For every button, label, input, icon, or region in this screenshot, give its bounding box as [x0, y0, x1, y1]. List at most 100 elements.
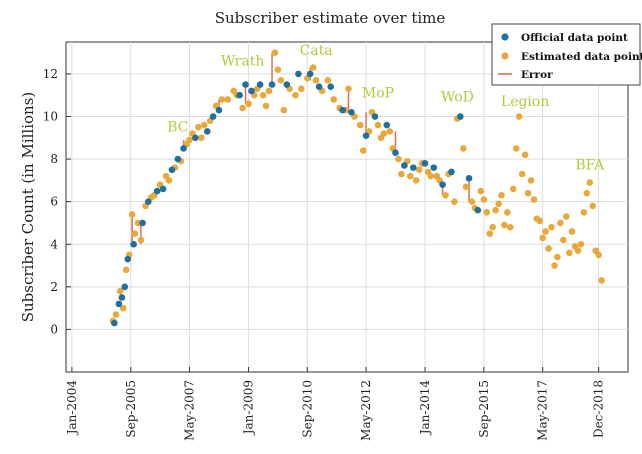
estimated-data-point: [309, 64, 317, 71]
estimated-data-point: [415, 166, 423, 174]
estimated-data-point: [557, 219, 564, 227]
y-tick-label: 8: [50, 152, 58, 166]
estimated-data-point: [495, 200, 502, 208]
official-data-point: [327, 83, 335, 91]
official-data-point: [153, 187, 161, 195]
x-tick-label: Sep-2015: [477, 380, 491, 438]
y-axis-ticks: 0 2 4 6 8 10 12: [43, 67, 71, 336]
official-data-point: [392, 149, 399, 157]
official-data-point: [283, 81, 291, 88]
estimated-data-point: [356, 121, 364, 129]
estimated-data-point: [486, 230, 494, 237]
official-data-point: [457, 113, 464, 120]
era-label: Cata: [300, 43, 333, 59]
estimated-data-point: [380, 130, 388, 137]
x-axis-ticks: Jan-2004 Sep-2005 May-2007 Jan-2009 Sep-2010…: [65, 367, 606, 441]
estimated-data-point: [406, 172, 414, 180]
legend-box: [491, 23, 641, 86]
estimated-data-point: [539, 234, 546, 242]
estimated-data-point: [477, 187, 485, 195]
estimated-data-point: [460, 145, 467, 152]
official-data-point: [215, 106, 223, 114]
official-data-point: [465, 174, 473, 182]
estimated-data-point: [501, 221, 508, 229]
official-data-point: [159, 185, 167, 193]
chart-title: Subscriber estimate over time: [215, 9, 446, 27]
official-data-point: [192, 134, 199, 142]
estimated-data-point: [498, 191, 505, 199]
official-data-point: [474, 206, 482, 214]
estimated-data-point: [274, 66, 282, 73]
estimated-data-point: [119, 304, 127, 312]
estimated-data-point: [462, 183, 470, 191]
y-axis-label: Subscriber Count (in Millions): [19, 92, 37, 323]
official-data-point: [168, 166, 176, 174]
estimated-data-point: [359, 147, 367, 154]
era-label: WoD: [441, 90, 474, 106]
official-data-point: [339, 106, 346, 114]
official-data-point: [203, 128, 211, 135]
estimated-data-point: [512, 145, 520, 152]
estimated-data-point: [483, 209, 491, 216]
official-data-point: [242, 81, 249, 88]
official-data-point: [144, 198, 152, 205]
official-data-point: [348, 108, 355, 116]
era-annotations: BC Wrath Cata MoP WoD Legion BFA: [167, 43, 605, 174]
estimated-data-point: [324, 77, 332, 84]
estimated-data-point: [577, 240, 585, 248]
estimated-data-point: [480, 196, 488, 203]
estimated-data-point: [265, 87, 273, 95]
official-data-point: [139, 219, 146, 227]
official-data-point: [248, 87, 255, 95]
estimated-data-point: [128, 211, 136, 218]
estimated-data-point: [536, 217, 544, 225]
y-tick-label: 2: [50, 280, 58, 294]
estimated-data-point: [239, 104, 246, 112]
x-tick-label: Sep-2010: [300, 380, 314, 438]
estimated-data-point: [589, 202, 597, 210]
estimated-data-point: [122, 266, 130, 274]
estimated-data-point: [134, 219, 142, 227]
estimated-data-point: [298, 85, 305, 93]
era-label: MoP: [362, 85, 394, 101]
estimated-data-point: [200, 121, 208, 129]
official-data-point: [115, 300, 123, 308]
x-tick-label: May-2007: [182, 380, 196, 441]
estimated-data-point: [427, 172, 435, 180]
x-tick-label: Dec-2018: [592, 380, 606, 438]
era-label: Wrath: [221, 53, 264, 69]
estimated-data-point: [527, 177, 535, 184]
official-data-point: [121, 283, 129, 291]
legend: Official data point Estimated data point…: [491, 23, 642, 86]
estimated-data-point: [312, 77, 320, 84]
official-data-point: [111, 319, 118, 327]
official-data-point: [401, 162, 408, 169]
estimated-data-point: [542, 228, 549, 235]
x-tick-label: Jan-2009: [242, 380, 256, 436]
legend-estimated-marker: [501, 52, 509, 60]
data-points: [109, 49, 605, 327]
estimated-data-point: [468, 198, 476, 205]
era-label: BC: [167, 119, 188, 135]
estimated-data-point: [224, 96, 232, 103]
x-tick-label: May-2012: [359, 380, 373, 441]
estimated-data-point: [245, 100, 252, 108]
estimated-data-point: [580, 209, 588, 216]
estimated-data-point: [277, 77, 285, 84]
estimated-data-point: [524, 189, 532, 197]
estimated-data-point: [583, 189, 591, 197]
estimated-data-point: [112, 311, 120, 318]
x-tick-label: Jan-2004: [65, 380, 79, 437]
estimated-data-point: [412, 177, 420, 184]
estimated-data-point: [330, 96, 338, 103]
x-tick-label: May-2017: [536, 380, 550, 441]
estimated-data-point: [386, 128, 394, 135]
era-label: BFA: [575, 158, 605, 174]
estimated-data-point: [442, 191, 449, 199]
estimated-data-point: [292, 91, 299, 99]
estimated-data-point: [566, 249, 573, 257]
official-data-point: [362, 132, 370, 139]
estimated-data-point: [271, 49, 279, 56]
official-data-point: [256, 81, 264, 88]
